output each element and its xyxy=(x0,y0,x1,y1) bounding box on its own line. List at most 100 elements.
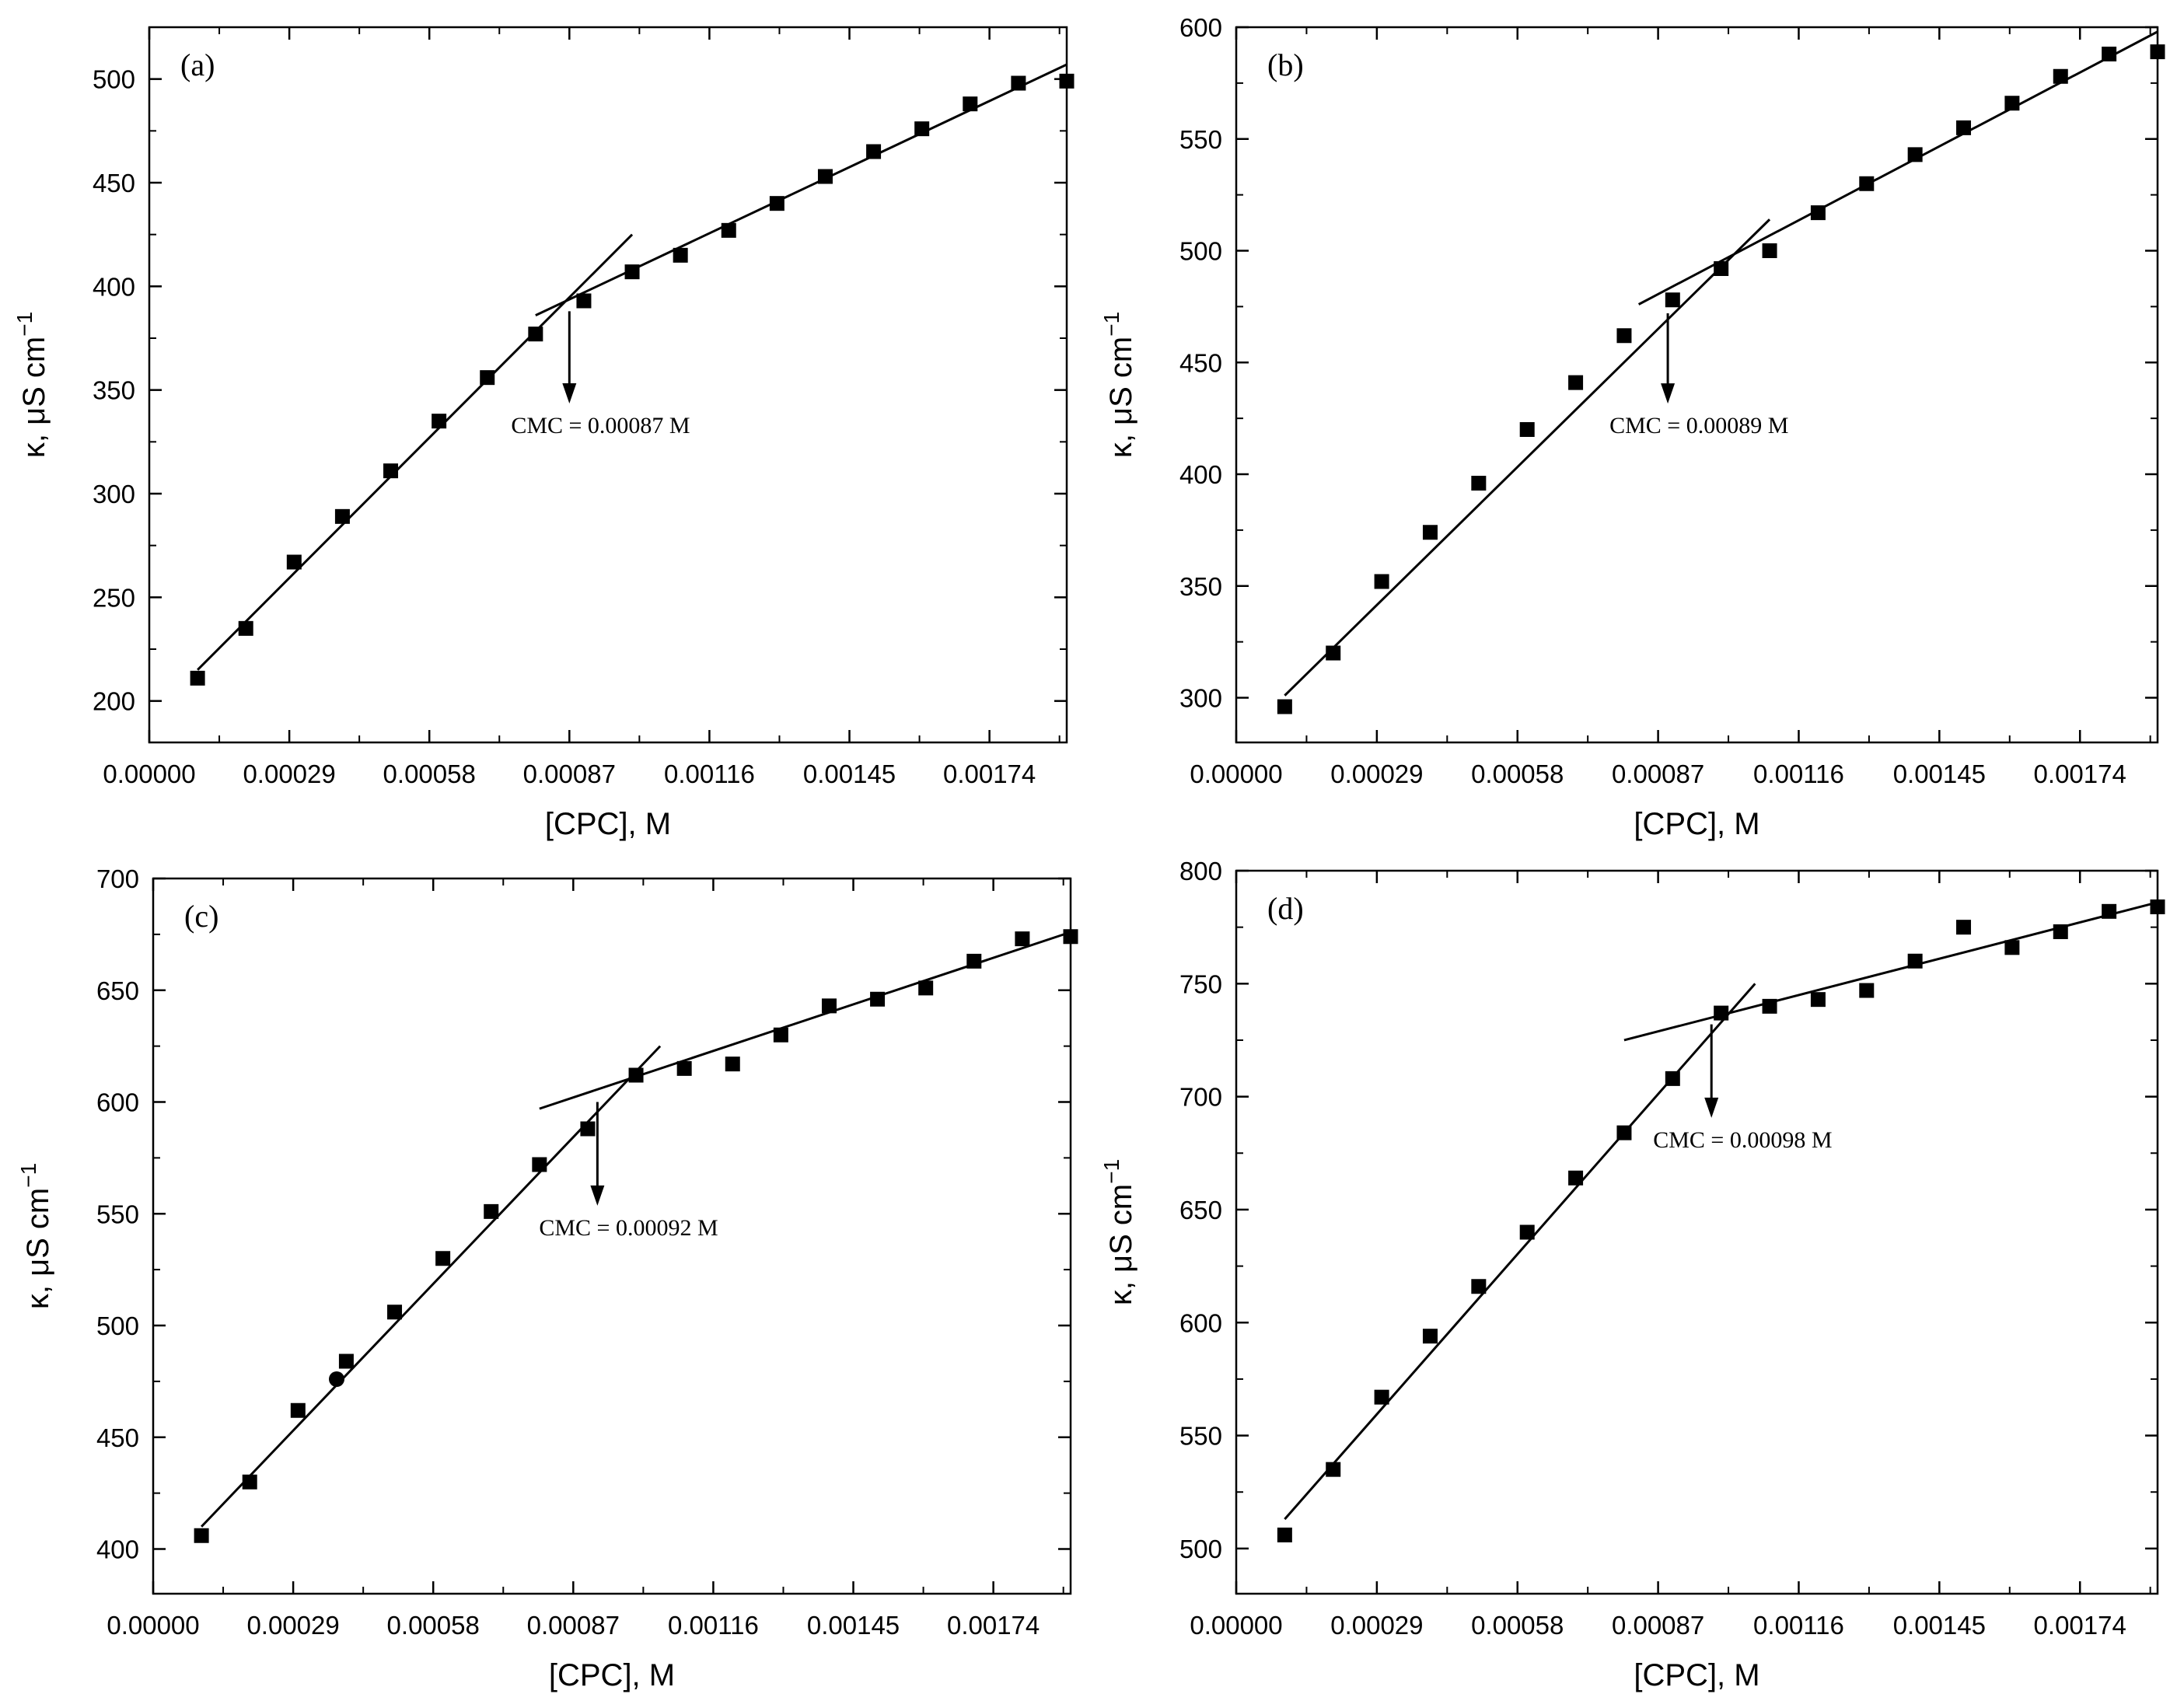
data-point xyxy=(628,1067,644,1083)
x-tick-label: 0.00174 xyxy=(2034,1611,2126,1640)
y-tick-label: 800 xyxy=(1179,857,1222,885)
chart-panel-1: 0.00000 0.00029 0.00058 0.00087 0.00116 0.001… xyxy=(12,26,1075,841)
fit-line xyxy=(1284,218,1771,697)
data-point xyxy=(1063,929,1078,945)
y-tick-label: 300 xyxy=(1179,684,1222,713)
data-point xyxy=(870,991,886,1007)
x-tick-label: 0.00029 xyxy=(243,760,335,788)
x-tick-label: 0.00058 xyxy=(1471,1611,1564,1640)
x-tick-label: 0.00145 xyxy=(807,1611,900,1640)
fit-line xyxy=(197,233,634,671)
y-tick-label: 750 xyxy=(1179,969,1222,998)
data-point xyxy=(484,1203,499,1219)
data-point xyxy=(1519,422,1535,437)
data-point xyxy=(242,1474,257,1490)
x-tick-label: 0.00058 xyxy=(387,1611,480,1640)
x-tick-label: 0.00145 xyxy=(1893,1611,1986,1640)
panel-tag: (a) xyxy=(180,47,215,82)
data-point xyxy=(676,1060,692,1076)
y-axis-title-superscript: −1 xyxy=(1099,1159,1123,1184)
x-tick-label: 0.00087 xyxy=(1612,760,1704,788)
plot-frame xyxy=(148,26,1068,744)
y-axis-title-text: κ, μS cm xyxy=(17,337,51,458)
x-tick-label: 0.00145 xyxy=(803,760,896,788)
x-tick-label: 0.00116 xyxy=(1753,760,1844,788)
y-axis-title-text: κ, μS cm xyxy=(21,1188,55,1309)
plot-frame xyxy=(1235,26,2159,744)
data-point xyxy=(2150,44,2165,60)
data-point xyxy=(2004,96,2020,111)
y-tick-label: 700 xyxy=(1179,1083,1222,1112)
data-point xyxy=(1374,1389,1389,1405)
y-tick-label: 500 xyxy=(96,1312,139,1340)
x-tick-label: 0.00058 xyxy=(1471,760,1564,788)
x-axis-title: [CPC], M xyxy=(1634,1658,1759,1692)
data-point xyxy=(1956,120,1972,135)
panel-tag: (d) xyxy=(1267,891,1304,926)
data-point xyxy=(2053,924,2068,939)
data-point xyxy=(190,670,205,686)
data-point xyxy=(532,1157,547,1172)
y-axis-title: κ, μS cm−1 xyxy=(12,312,51,458)
x-tick-label: 0.00087 xyxy=(523,760,616,788)
x-tick-label: 0.00000 xyxy=(1190,1611,1282,1640)
x-axis-title: [CPC], M xyxy=(549,1658,675,1692)
x-tick-label: 0.00029 xyxy=(1330,1611,1423,1640)
y-tick-label: 400 xyxy=(96,1535,139,1564)
data-point xyxy=(721,222,736,238)
y-tick-label: 350 xyxy=(93,376,135,405)
plot-frame xyxy=(1235,869,2159,1595)
data-point xyxy=(624,264,640,280)
y-tick-label: 450 xyxy=(96,1423,139,1452)
data-point xyxy=(1665,292,1680,308)
x-tick-label: 0.00058 xyxy=(383,760,476,788)
y-tick-label: 300 xyxy=(93,480,135,508)
data-point xyxy=(580,1121,596,1137)
panel-tag: (c) xyxy=(184,899,218,934)
fit-line xyxy=(535,63,1068,317)
data-point xyxy=(528,327,543,342)
y-tick-label: 550 xyxy=(1179,1422,1222,1451)
data-point xyxy=(1326,645,1341,661)
y-tick-label: 600 xyxy=(1179,1308,1222,1337)
fit-line xyxy=(201,1045,662,1528)
data-point xyxy=(2004,940,2020,955)
x-tick-label: 0.00087 xyxy=(527,1611,620,1640)
x-tick-label: 0.00087 xyxy=(1612,1611,1704,1640)
data-point xyxy=(1277,1527,1292,1542)
y-tick-label: 250 xyxy=(93,583,135,612)
y-tick-label: 650 xyxy=(96,976,139,1005)
cmc-arrowhead xyxy=(590,1185,605,1206)
data-point xyxy=(918,980,934,996)
y-tick-label: 600 xyxy=(1179,13,1222,42)
data-point xyxy=(1714,261,1729,276)
data-point xyxy=(866,144,882,159)
y-tick-label: 500 xyxy=(1179,1535,1222,1563)
y-tick-label: 200 xyxy=(93,687,135,716)
y-axis-title-superscript: −1 xyxy=(16,1163,40,1188)
data-point xyxy=(914,121,930,137)
chart-panel-3: 0.00000 0.00029 0.00058 0.00087 0.00116 0.001… xyxy=(16,864,1078,1692)
data-point xyxy=(2053,68,2068,84)
x-tick-label: 0.00029 xyxy=(246,1611,339,1640)
x-tick-label: 0.00174 xyxy=(947,1611,1040,1640)
y-tick-label: 450 xyxy=(93,169,135,197)
y-tick-label: 350 xyxy=(1179,572,1222,601)
y-axis-title: κ, μS cm−1 xyxy=(1099,1159,1138,1305)
data-point xyxy=(2102,903,2117,919)
y-axis-title-text: κ, μS cm xyxy=(1104,1184,1138,1305)
x-tick-label: 0.00000 xyxy=(107,1611,199,1640)
data-point xyxy=(1277,699,1292,714)
data-point xyxy=(2102,47,2117,61)
x-tick-label: 0.00000 xyxy=(103,760,195,788)
data-point xyxy=(480,370,495,386)
data-point xyxy=(435,1251,451,1266)
data-point xyxy=(1907,147,1923,162)
cmc-label: CMC = 0.00089 M xyxy=(1609,413,1788,438)
data-point xyxy=(194,1528,209,1543)
y-tick-label: 650 xyxy=(1179,1196,1222,1224)
x-tick-label: 0.00116 xyxy=(668,1611,759,1640)
x-tick-label: 0.00116 xyxy=(664,760,755,788)
data-point xyxy=(821,998,837,1014)
y-tick-label: 400 xyxy=(93,272,135,301)
